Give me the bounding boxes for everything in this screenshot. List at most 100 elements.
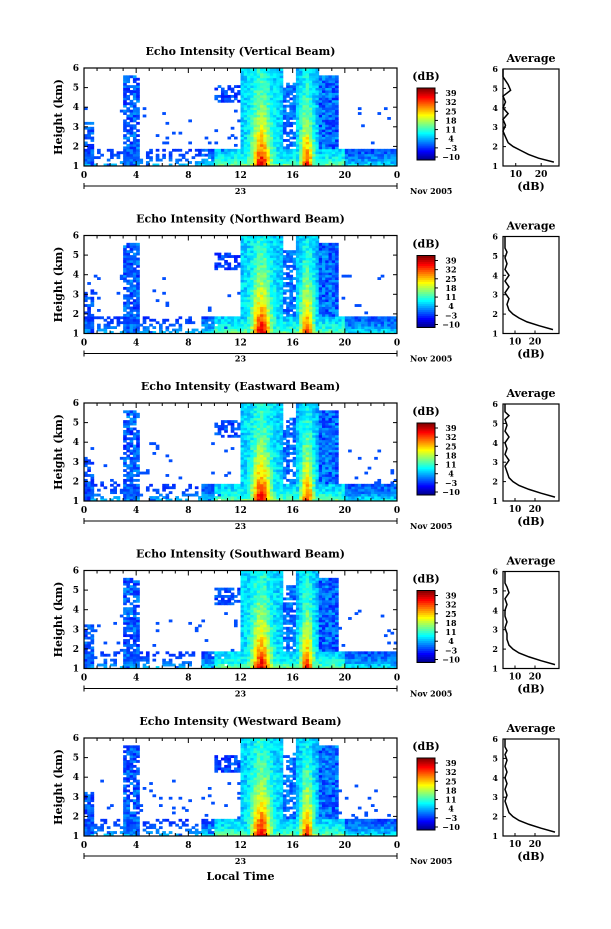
heatmap-cell xyxy=(247,156,251,160)
heatmap-cell xyxy=(97,156,101,160)
heatmap-cell xyxy=(260,461,264,465)
heatmap-cell xyxy=(155,153,160,157)
heatmap-cell xyxy=(240,269,245,273)
heatmap-cell xyxy=(178,158,183,162)
heatmap-cell xyxy=(250,464,254,468)
heatmap-cell xyxy=(315,331,320,334)
heatmap-cell xyxy=(250,237,254,241)
heatmap-cell xyxy=(305,429,310,433)
heatmap-cell xyxy=(126,331,131,334)
heatmap-cell xyxy=(240,294,245,298)
heatmap-cell xyxy=(139,161,144,164)
heatmap-cell xyxy=(289,129,294,133)
heatmap-cell xyxy=(188,318,192,322)
heatmap-cell xyxy=(276,415,281,419)
heatmap-cell xyxy=(233,92,238,96)
heatmap-cell xyxy=(328,163,333,167)
heatmap-cell xyxy=(315,114,320,118)
heatmap-cell xyxy=(253,452,258,455)
heatmap-cell xyxy=(273,264,277,268)
heatmap-cell xyxy=(286,274,290,278)
heatmap-cell xyxy=(250,139,254,142)
heatmap-cell xyxy=(276,447,281,450)
heatmap-cell xyxy=(260,117,264,120)
heatmap-cell xyxy=(250,121,254,125)
heatmap-cell xyxy=(279,134,284,137)
heatmap-cell xyxy=(194,491,199,495)
heatmap-cell xyxy=(266,311,271,315)
heatmap-cell xyxy=(123,323,127,327)
heatmap-cell xyxy=(308,466,313,470)
heatmap-cell xyxy=(263,493,267,497)
heatmap-cell xyxy=(129,279,134,283)
heatmap-cell xyxy=(299,146,303,150)
heatmap-cell xyxy=(266,247,271,251)
heatmap-cell xyxy=(335,163,339,167)
heatmap-cell xyxy=(299,75,303,79)
heatmap-cell xyxy=(305,476,310,480)
heatmap-cell xyxy=(328,269,333,273)
heatmap-cell xyxy=(305,274,310,278)
heatmap-cell xyxy=(250,493,254,497)
heatmap-cell xyxy=(328,326,333,329)
heatmap-cell xyxy=(289,486,294,490)
heatmap-cell xyxy=(364,151,369,155)
heatmap-cell xyxy=(370,151,375,155)
heatmap-cell xyxy=(305,289,310,293)
heatmap-cell xyxy=(188,161,192,164)
heatmap-cell xyxy=(136,282,140,285)
heatmap-cell xyxy=(136,161,140,164)
heatmap-cell xyxy=(132,134,137,137)
heatmap-cell xyxy=(325,284,329,288)
heatmap-cell xyxy=(256,99,261,103)
heatmap-cell xyxy=(243,161,248,164)
heatmap-cell xyxy=(227,326,232,329)
heatmap-cell xyxy=(90,498,95,502)
heatmap-cell xyxy=(318,156,323,160)
heatmap-cell xyxy=(220,331,225,334)
heatmap-cell xyxy=(211,318,215,322)
heatmap-cell xyxy=(305,257,310,261)
heatmap-cell xyxy=(289,296,294,300)
heatmap-cell xyxy=(266,274,271,278)
heatmap-cell xyxy=(204,318,209,322)
heatmap-cell xyxy=(136,447,140,450)
heatmap-cell xyxy=(162,277,166,280)
heatmap-cell xyxy=(331,124,336,128)
heatmap-cell xyxy=(220,488,225,492)
heatmap-cell xyxy=(348,316,352,320)
heatmap-cell xyxy=(237,316,241,320)
heatmap-cell xyxy=(325,85,329,88)
heatmap-cell xyxy=(250,90,254,93)
heatmap-cell xyxy=(168,486,173,490)
heatmap-cell xyxy=(243,282,248,285)
heatmap-cell xyxy=(292,326,297,329)
heatmap-cell xyxy=(263,82,267,86)
heatmap-cell xyxy=(123,99,127,103)
heatmap-cell xyxy=(276,119,281,123)
heatmap-cell xyxy=(318,429,323,433)
heatmap-cell xyxy=(276,90,281,93)
heatmap-cell xyxy=(335,90,339,93)
heatmap-cell xyxy=(243,153,248,157)
heatmap-cell xyxy=(308,143,313,147)
heatmap-cell xyxy=(273,301,277,305)
heatmap-cell xyxy=(149,151,153,155)
heatmap-cell xyxy=(224,156,228,160)
heatmap-cell xyxy=(243,139,248,142)
heatmap-cell xyxy=(260,252,264,256)
heatmap-cell xyxy=(312,72,316,76)
heatmap-cell xyxy=(279,121,284,125)
heatmap-cell xyxy=(243,112,248,115)
heatmap-cell xyxy=(129,321,134,325)
heatmap-cell xyxy=(227,97,232,101)
heatmap-cell xyxy=(240,299,245,303)
heatmap-cell xyxy=(129,269,134,273)
heatmap-cell xyxy=(351,318,356,322)
heatmap-cell xyxy=(260,141,264,145)
heatmap-cell xyxy=(253,141,258,145)
heatmap-cell xyxy=(250,434,254,438)
heatmap-cell xyxy=(312,109,316,113)
heatmap-cell xyxy=(289,432,294,436)
heatmap-cell xyxy=(240,425,245,428)
